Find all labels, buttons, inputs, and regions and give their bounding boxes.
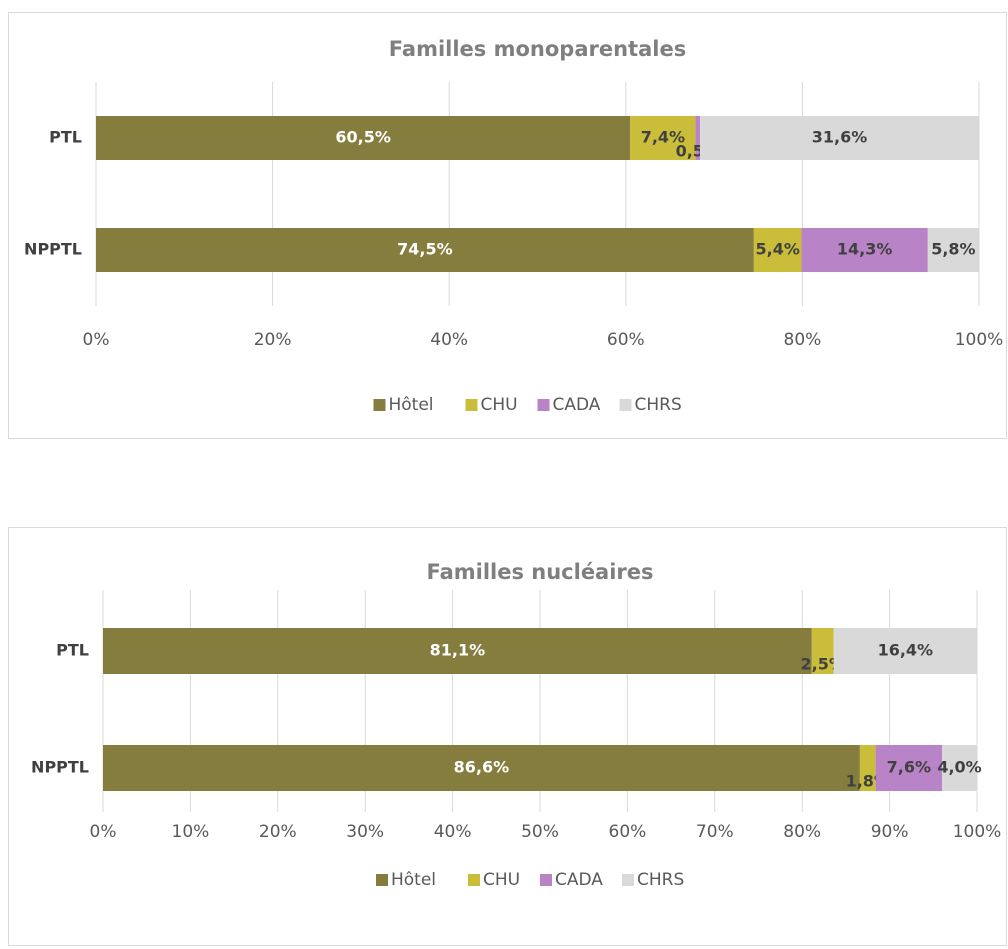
bar-segment [942, 745, 977, 791]
chart-frame [8, 527, 1007, 946]
chart-title: Familles monoparentales [389, 37, 686, 61]
bar-segment [96, 116, 631, 160]
value-label: 5,4% [755, 240, 799, 259]
x-tick-label: 20% [254, 330, 292, 350]
legend-label: CHU [481, 395, 518, 415]
x-tick-label: 70% [696, 822, 734, 842]
x-tick-label: 40% [434, 822, 472, 842]
chart-frame [8, 12, 1007, 439]
category-label: PTL [49, 128, 82, 147]
value-label: 74,5% [397, 240, 453, 259]
value-label: 14,3% [837, 240, 893, 259]
bar-segment [833, 628, 977, 674]
bar-segment [859, 745, 876, 791]
x-tick-label: 100% [953, 822, 1002, 842]
value-label: 16,4% [878, 641, 934, 660]
x-tick-label: 0% [83, 330, 110, 350]
bar-segment [927, 228, 979, 272]
legend-swatch [465, 399, 478, 411]
x-tick-label: 50% [521, 822, 559, 842]
legend-swatch [537, 399, 550, 411]
legend-label: Hôtel [391, 870, 436, 890]
bar-segment [801, 228, 928, 272]
legend-label: Hôtel [389, 395, 434, 415]
legend-label: CHRS [635, 395, 682, 415]
legend-swatch [373, 399, 386, 411]
legend-label: CHU [483, 870, 520, 890]
bar-segment [96, 228, 754, 272]
bar-segment [103, 745, 860, 791]
value-label: 60,5% [335, 128, 391, 147]
value-label: 5,8% [931, 240, 975, 259]
x-tick-label: 80% [784, 330, 822, 350]
value-label: 86,6% [454, 758, 510, 777]
x-tick-label: 40% [430, 330, 468, 350]
x-tick-label: 90% [871, 822, 909, 842]
legend-label: CHRS [637, 870, 684, 890]
chart-title: Familles nucléaires [426, 560, 653, 584]
value-label: 7,6% [887, 758, 931, 777]
category-label: NPPTL [31, 758, 89, 777]
value-label: 31,6% [812, 128, 868, 147]
bar-segment [875, 745, 943, 791]
bar-segment [753, 228, 802, 272]
x-tick-label: 60% [609, 822, 647, 842]
value-label: 7,4% [641, 128, 685, 147]
bar-segment [103, 628, 812, 674]
x-tick-label: 60% [607, 330, 645, 350]
x-tick-label: 30% [346, 822, 384, 842]
value-label: 4,0% [937, 758, 981, 777]
x-tick-label: 0% [90, 822, 117, 842]
bar-segment [811, 628, 834, 674]
bar-segment [695, 116, 700, 160]
legend-label: CADA [553, 395, 601, 415]
bar-segment [630, 116, 696, 160]
legend-label: CADA [555, 870, 603, 890]
x-tick-label: 100% [955, 330, 1004, 350]
legend-swatch [619, 399, 632, 411]
legend-swatch [622, 874, 634, 886]
legend-swatch [468, 874, 480, 886]
category-label: PTL [56, 641, 89, 660]
legend-swatch [376, 874, 388, 886]
legend-swatch [540, 874, 552, 886]
bar-segment [699, 116, 979, 160]
category-label: NPPTL [24, 240, 82, 259]
value-label: 81,1% [430, 641, 486, 660]
x-tick-label: 10% [172, 822, 210, 842]
x-tick-label: 20% [259, 822, 297, 842]
x-tick-label: 80% [783, 822, 821, 842]
